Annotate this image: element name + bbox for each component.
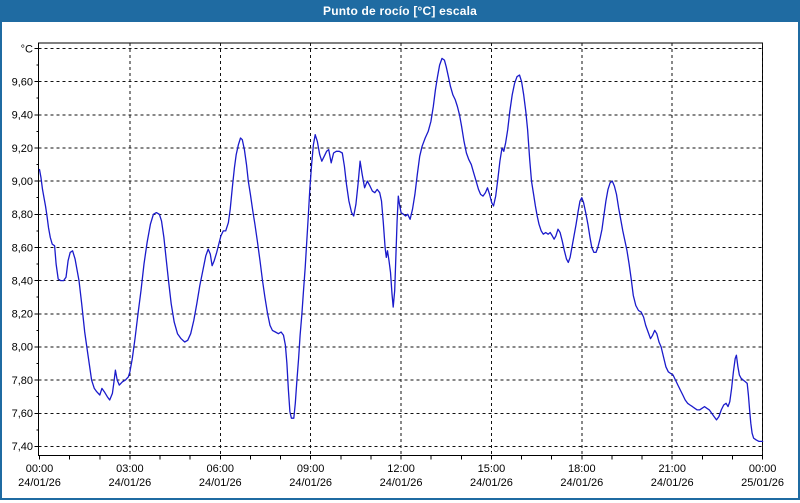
x-tick-date-label: 24/01/26 bbox=[289, 477, 332, 489]
x-tick-time-label: 00:00 bbox=[749, 463, 777, 475]
y-tick-label: 8,60 bbox=[12, 242, 33, 254]
y-tick-label: 9,00 bbox=[12, 176, 33, 188]
axis-ticks bbox=[34, 48, 764, 460]
x-tick-time-label: 06:00 bbox=[207, 463, 235, 475]
x-tick-date-label: 24/01/26 bbox=[108, 477, 151, 489]
x-tick-time-label: 21:00 bbox=[658, 463, 686, 475]
x-tick-date-label: 24/01/26 bbox=[199, 477, 242, 489]
x-tick-time-label: 09:00 bbox=[297, 463, 325, 475]
axis-labels: °C 9,60 9,40 9,20 9,00 8,80 8,60 8,40 8,20 8,00 7,… bbox=[12, 43, 784, 489]
y-tick-label: 7,60 bbox=[12, 408, 33, 420]
y-tick-label: 9,40 bbox=[12, 110, 33, 122]
plot-border bbox=[38, 42, 763, 456]
x-tick-time-label: 03:00 bbox=[116, 463, 144, 475]
y-tick-label: 9,20 bbox=[12, 143, 33, 155]
chart-title: Punto de rocío [°C] escala bbox=[322, 4, 478, 18]
grid-lines bbox=[38, 43, 764, 456]
x-tick-date-label: 24/01/26 bbox=[651, 477, 694, 489]
y-axis-unit-label: °C bbox=[21, 43, 33, 55]
x-tick-time-label: 12:00 bbox=[387, 463, 415, 475]
x-tick-time-label: 00:00 bbox=[26, 463, 54, 475]
chart-svg: °C 9,60 9,40 9,20 9,00 8,80 8,60 8,40 8,20 8,00 7,… bbox=[12, 42, 784, 489]
chart-title-bar: Punto de rocío [°C] escala bbox=[0, 0, 800, 22]
y-tick-label: 8,40 bbox=[12, 275, 33, 287]
x-tick-date-label: 24/01/26 bbox=[18, 477, 61, 489]
y-tick-label: 7,40 bbox=[12, 441, 33, 453]
y-tick-label: 7,80 bbox=[12, 375, 33, 387]
x-tick-date-label: 24/01/26 bbox=[470, 477, 513, 489]
x-tick-time-label: 15:00 bbox=[478, 463, 506, 475]
x-tick-date-label: 25/01/26 bbox=[741, 477, 784, 489]
x-tick-date-label: 24/01/26 bbox=[560, 477, 603, 489]
y-tick-label: 8,80 bbox=[12, 209, 33, 221]
chart-area: °C 9,60 9,40 9,20 9,00 8,80 8,60 8,40 8,20 8,00 7,… bbox=[2, 22, 798, 498]
dew-point-series-line bbox=[38, 57, 764, 443]
x-tick-time-label: 18:00 bbox=[568, 463, 596, 475]
y-tick-label: 8,20 bbox=[12, 309, 33, 321]
y-tick-label: 8,00 bbox=[12, 342, 33, 354]
y-tick-label: 9,60 bbox=[12, 76, 33, 88]
x-tick-date-label: 24/01/26 bbox=[380, 477, 423, 489]
